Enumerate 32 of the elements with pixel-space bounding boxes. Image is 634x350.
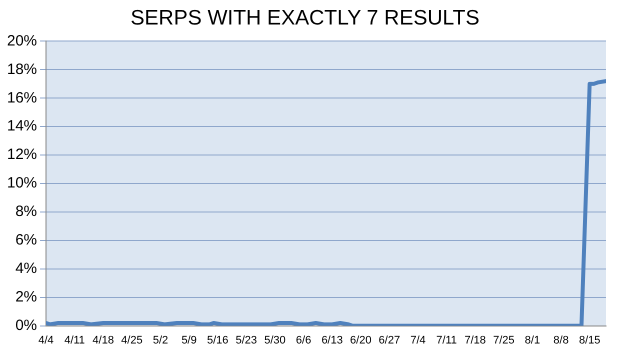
y-tick-label: 14%: [6, 118, 38, 135]
y-tick-label: 10%: [6, 174, 38, 192]
y-tick-label: 18%: [6, 60, 38, 78]
x-tick-label: 4/18: [92, 334, 114, 346]
x-tick-label: 8/15: [578, 334, 600, 346]
x-tick-label: 7/11: [436, 334, 457, 346]
x-tick-label: 7/25: [493, 334, 515, 346]
y-tick-label: 8%: [15, 203, 38, 220]
x-tick-label: 6/13: [321, 334, 343, 346]
x-tick-label: 7/18: [464, 334, 486, 346]
x-tick-label: 6/20: [350, 334, 372, 346]
x-tick-label: 8/8: [553, 334, 569, 346]
x-tick-label: 6/6: [296, 334, 312, 346]
y-tick-label: 16%: [6, 89, 38, 106]
x-tick-label: 4/4: [38, 334, 54, 346]
y-tick-label: 20%: [6, 32, 38, 50]
x-tick-label: 5/2: [152, 334, 168, 346]
y-tick-label: 6%: [15, 232, 38, 249]
y-tick-label: 0%: [15, 316, 38, 334]
x-tick-label: 5/23: [236, 334, 258, 346]
x-tick-label: 4/25: [121, 334, 143, 346]
y-tick-label: 4%: [15, 260, 38, 278]
y-tick-label: 12%: [6, 146, 38, 164]
y-tick-label: 2%: [15, 288, 38, 306]
x-tick-label: 7/4: [410, 334, 426, 346]
x-tick-label: 4/11: [64, 334, 85, 346]
x-tick-label: 5/16: [206, 334, 228, 346]
chart-title: SERPS WITH EXACTLY 7 RESULTS: [130, 6, 480, 30]
x-tick-label: 5/30: [264, 334, 286, 346]
x-tick-label: 6/27: [378, 334, 400, 346]
x-tick-label: 8/1: [524, 334, 540, 346]
x-tick-label: 5/9: [181, 334, 197, 346]
